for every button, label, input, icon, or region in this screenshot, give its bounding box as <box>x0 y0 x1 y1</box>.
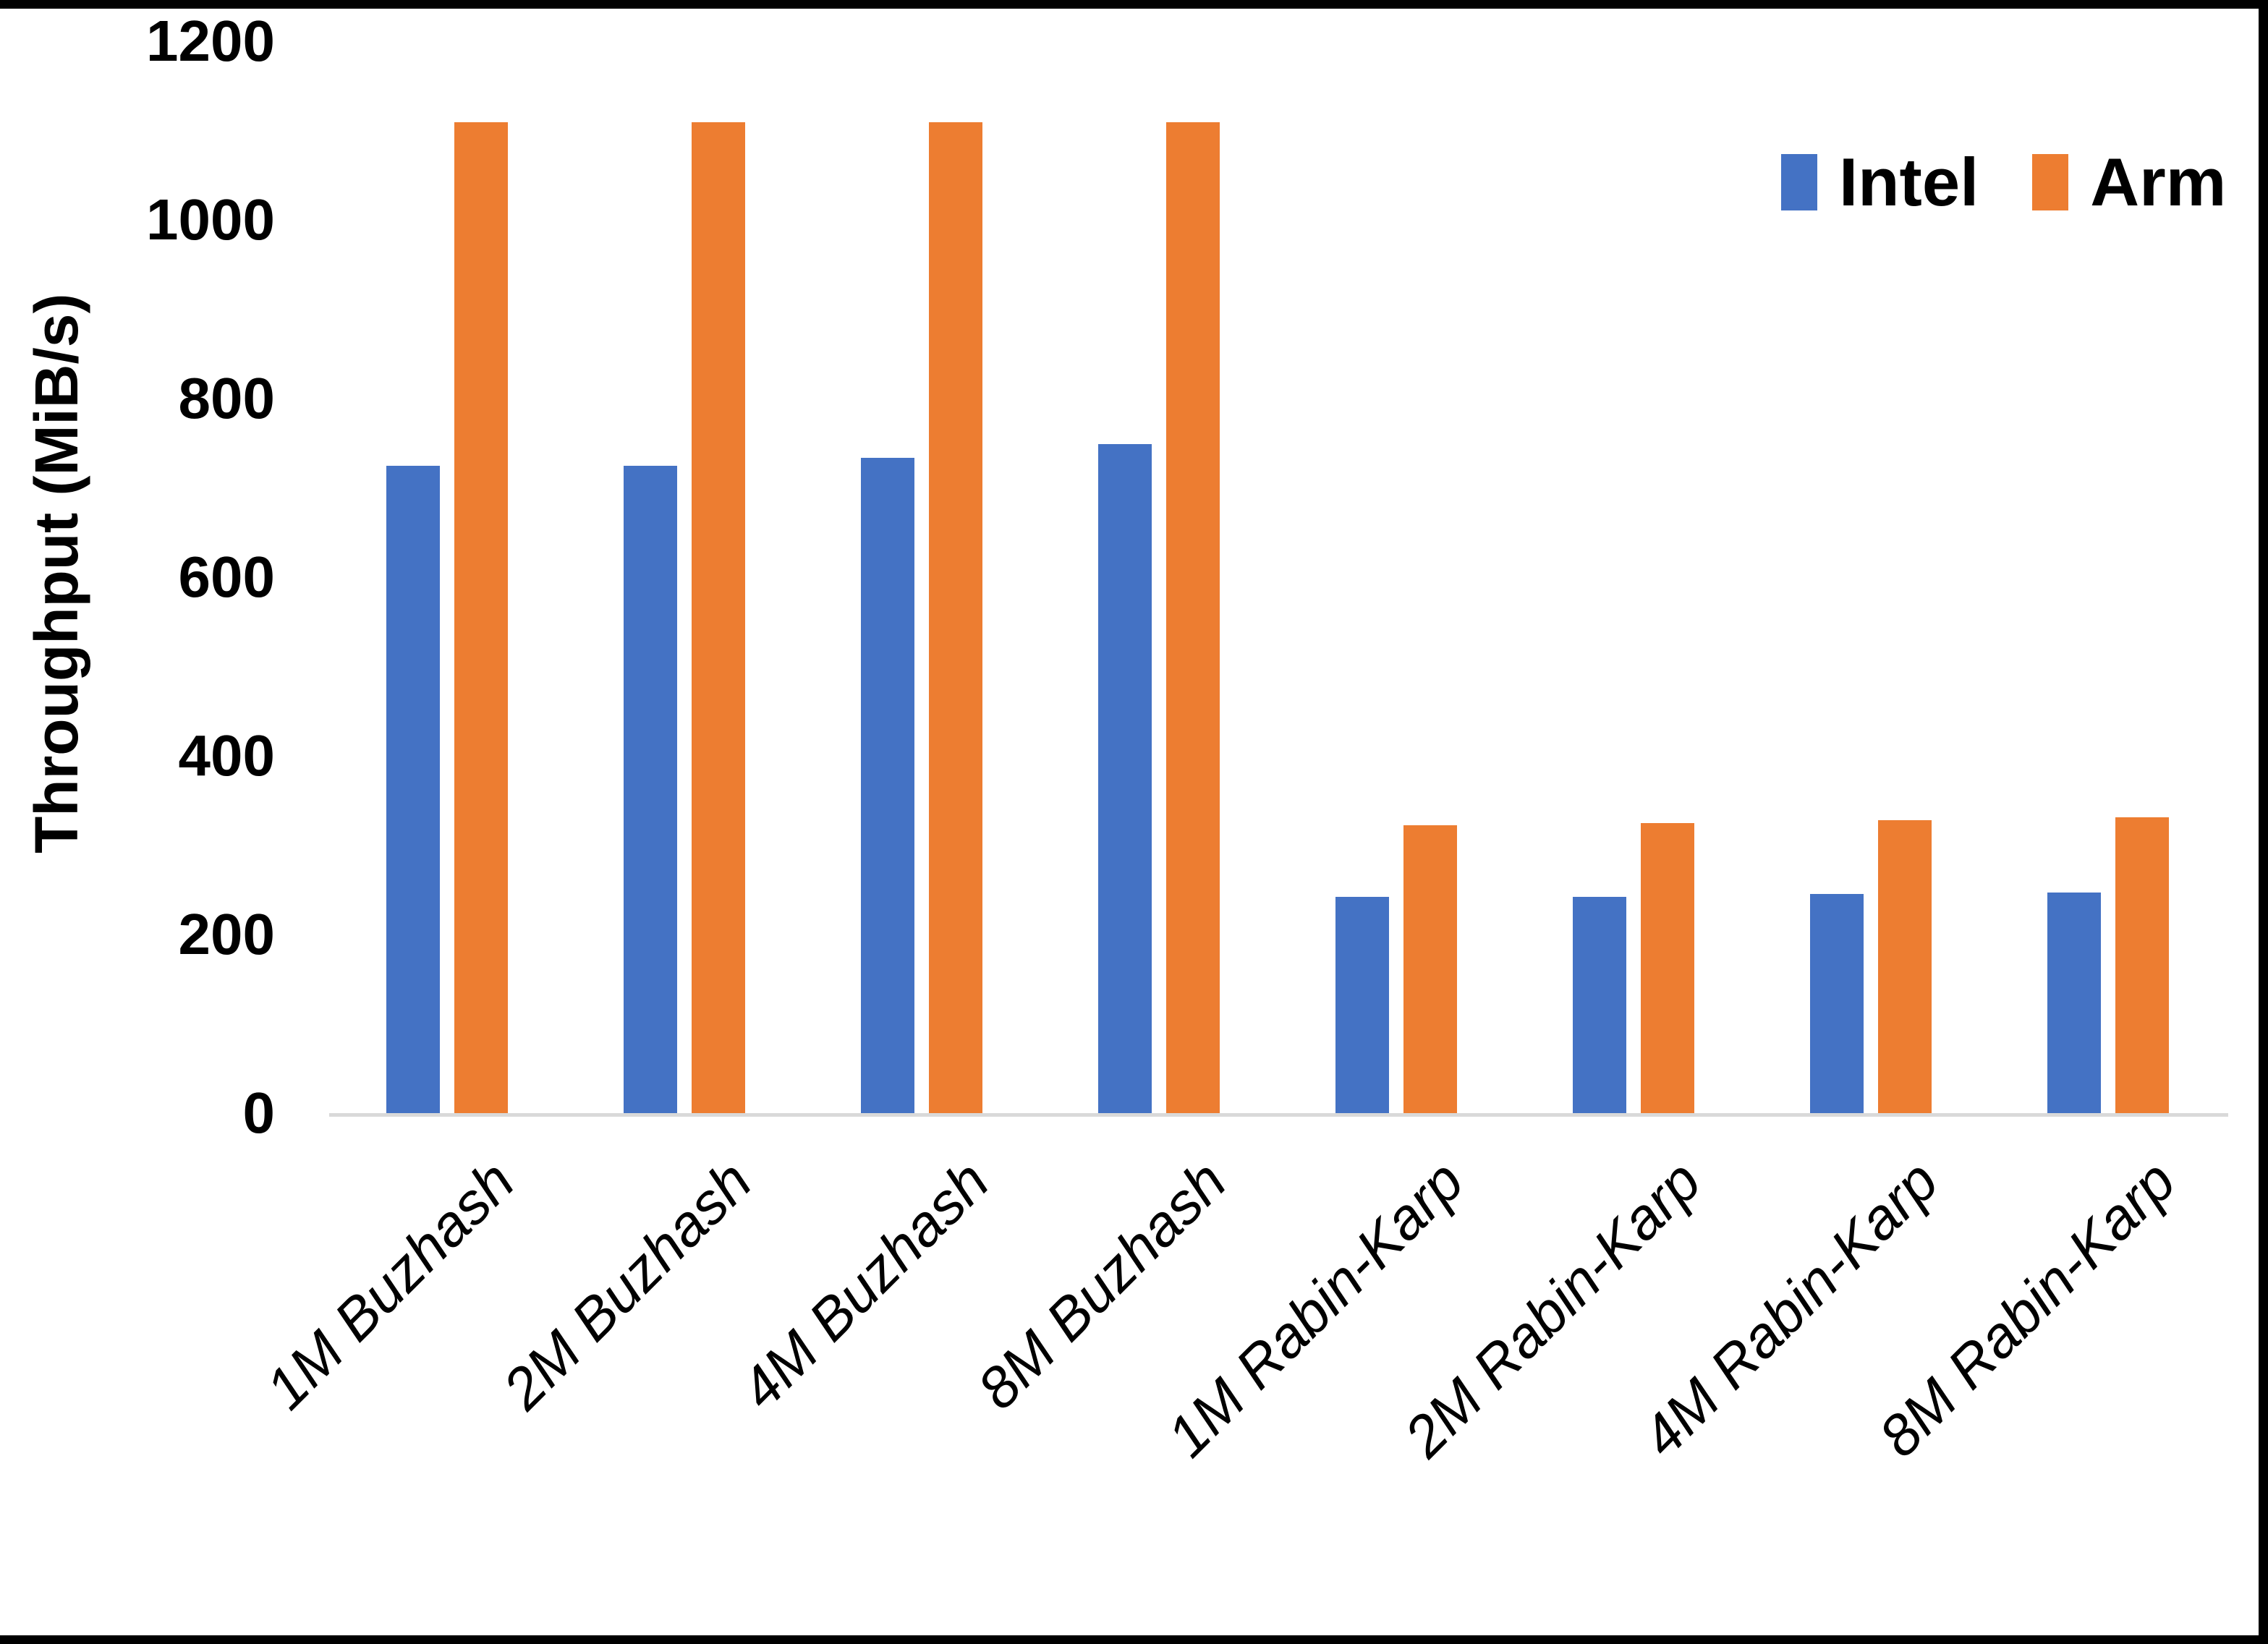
legend-item-arm: Arm <box>2032 148 2226 216</box>
legend-label-intel: Intel <box>1839 144 1979 220</box>
legend-label-arm: Arm <box>2090 144 2227 220</box>
y-tick-label-200: 200 <box>178 902 275 966</box>
bar-arm-8m-rabin-karp <box>2115 817 2169 1113</box>
frame-border-top <box>0 0 2268 9</box>
bar-intel-1m-buzhash <box>386 465 440 1113</box>
bar-arm-1m-buzhash <box>454 122 508 1113</box>
bar-intel-4m-buzhash <box>861 457 914 1113</box>
bar-intel-2m-rabin-karp <box>1573 897 1626 1113</box>
x-axis-label-4m-buzhash: 4M Buzhash <box>728 1148 1001 1422</box>
bar-intel-8m-buzhash <box>1098 443 1152 1113</box>
bar-arm-2m-rabin-karp <box>1641 822 1694 1113</box>
bar-arm-2m-buzhash <box>692 122 745 1113</box>
y-tick-label-0: 0 <box>242 1081 276 1145</box>
legend-swatch-intel <box>1781 154 1817 210</box>
legend-item-intel: Intel <box>1781 148 1979 216</box>
legend: Intel Arm <box>1781 148 2226 216</box>
y-tick-label-1200: 1200 <box>146 9 275 73</box>
bar-intel-8m-rabin-karp <box>2047 892 2101 1113</box>
y-tick-label-800: 800 <box>178 366 275 430</box>
bar-intel-1m-rabin-karp <box>1335 897 1389 1113</box>
y-tick-label-600: 600 <box>178 545 275 609</box>
bar-arm-1m-rabin-karp <box>1403 825 1457 1113</box>
x-axis-label-2m-buzhash: 2M Buzhash <box>490 1148 764 1422</box>
frame-border-right <box>2259 0 2268 1644</box>
frame-border-bottom <box>0 1635 2268 1644</box>
x-axis-line <box>329 1113 2228 1117</box>
x-axis-label-1m-buzhash: 1M Buzhash <box>253 1148 527 1422</box>
bar-arm-4m-rabin-karp <box>1878 819 1932 1113</box>
y-tick-label-1000: 1000 <box>146 187 275 252</box>
bar-intel-2m-buzhash <box>624 465 677 1113</box>
bar-arm-8m-buzhash <box>1166 122 1220 1113</box>
bar-arm-4m-buzhash <box>929 122 982 1113</box>
y-tick-label-400: 400 <box>178 723 275 788</box>
bar-intel-4m-rabin-karp <box>1810 894 1864 1113</box>
legend-swatch-arm <box>2032 154 2069 210</box>
